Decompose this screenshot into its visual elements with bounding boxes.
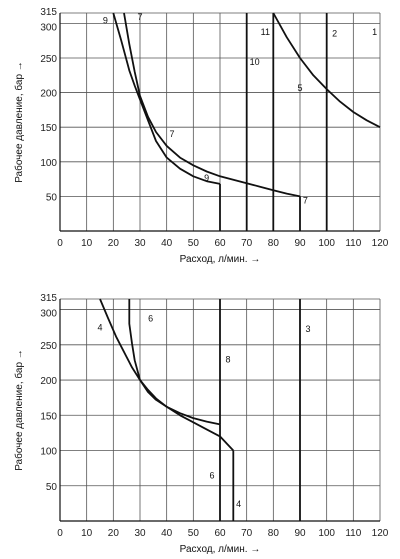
x-tick-label: 30 bbox=[134, 238, 146, 249]
curve-label: 7 bbox=[137, 12, 142, 22]
y-tick-label: 250 bbox=[40, 54, 57, 65]
y-axis-title: Рабочее давление, бар → bbox=[13, 61, 25, 183]
x-tick-label: 110 bbox=[345, 238, 361, 249]
y-tick-label: 150 bbox=[40, 123, 57, 134]
x-axis-title: Расход, л/мин. → bbox=[180, 544, 261, 555]
x-tick-label: 40 bbox=[161, 528, 173, 539]
x-tick-label: 50 bbox=[188, 528, 200, 539]
x-tick-label: 40 bbox=[161, 238, 173, 249]
y-tick-label: 200 bbox=[40, 89, 57, 100]
y-tick-label: 315 bbox=[40, 7, 57, 18]
x-tick-label: 100 bbox=[318, 238, 335, 249]
series-line bbox=[272, 12, 381, 128]
x-tick-label: 90 bbox=[294, 238, 306, 249]
curve-label: 8 bbox=[225, 354, 230, 364]
y-tick-label: 50 bbox=[46, 192, 58, 203]
series-line bbox=[99, 298, 234, 452]
series-line bbox=[112, 12, 221, 185]
curve-label: 6 bbox=[148, 314, 153, 324]
x-tick-label: 20 bbox=[108, 238, 120, 249]
y-tick-label: 300 bbox=[40, 309, 57, 320]
chart-1: 0 10 20 30 40 50 60 70 80 90 100 110 120501001502002… bbox=[13, 7, 389, 265]
y-tick-label: 100 bbox=[40, 158, 57, 169]
curve-label: 6 bbox=[209, 471, 214, 481]
x-tick-label: 80 bbox=[268, 238, 280, 249]
curve-label: 3 bbox=[305, 324, 310, 334]
x-tick-label: 90 bbox=[294, 528, 306, 539]
y-axis-title: Рабочее давление, бар → bbox=[13, 349, 25, 471]
x-tick-label: 70 bbox=[241, 238, 253, 249]
curve-label: 5 bbox=[297, 83, 302, 93]
chart-2: 0 10 20 30 40 50 60 70 80 90 100 110 120 50 100 150 200 2… bbox=[13, 293, 389, 555]
x-tick-label: 20 bbox=[108, 528, 120, 539]
x-tick-label: 10 bbox=[81, 528, 93, 539]
curve-label: 4 bbox=[236, 499, 241, 509]
y-tick-label: 250 bbox=[40, 341, 57, 352]
curve-label: 7 bbox=[303, 195, 308, 205]
x-tick-label: 80 bbox=[268, 528, 280, 539]
x-tick-label: 30 bbox=[134, 528, 146, 539]
curve-label: 7 bbox=[169, 129, 174, 139]
x-tick-label: 70 bbox=[241, 528, 253, 539]
curve-label: 9 bbox=[103, 15, 108, 25]
curve-label: 10 bbox=[250, 57, 260, 67]
y-tick-label: 200 bbox=[40, 376, 57, 387]
y-tick-label: 100 bbox=[40, 447, 57, 458]
x-tick-label: 0 bbox=[57, 238, 63, 249]
y-tick-label: 50 bbox=[46, 482, 58, 493]
series-line bbox=[128, 299, 221, 426]
curve-label: 2 bbox=[332, 29, 337, 39]
x-tick-label: 10 bbox=[81, 238, 93, 249]
x-tick-label: 60 bbox=[214, 528, 226, 539]
curve-label: 1 bbox=[372, 27, 377, 37]
x-tick-label: 110 bbox=[345, 528, 361, 539]
y-tick-label: 300 bbox=[40, 22, 57, 33]
series-line bbox=[123, 12, 301, 198]
y-tick-label: 315 bbox=[40, 293, 57, 304]
x-tick-label: 120 bbox=[372, 528, 389, 539]
curve-label: 9 bbox=[204, 173, 209, 183]
x-tick-label: 120 bbox=[372, 238, 389, 249]
x-tick-label: 50 bbox=[188, 238, 200, 249]
x-tick-label: 100 bbox=[318, 528, 335, 539]
curve-label: 11 bbox=[261, 27, 270, 37]
curve-label: 4 bbox=[97, 323, 102, 333]
x-tick-label: 60 bbox=[214, 238, 226, 249]
x-tick-label: 0 bbox=[57, 528, 63, 539]
x-axis-title: Расход, л/мин. → bbox=[180, 254, 261, 265]
y-tick-label: 150 bbox=[40, 411, 57, 422]
